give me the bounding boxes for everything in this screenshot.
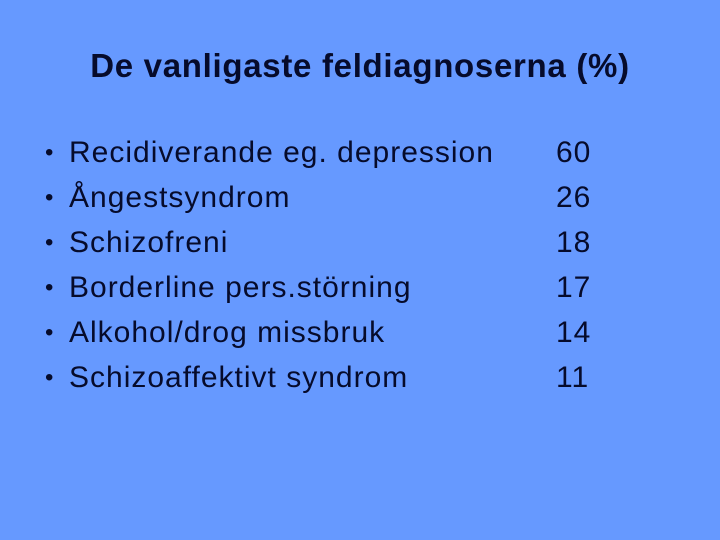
list-item: • Alkohol/drog missbruk 14 [45, 310, 720, 355]
slide-title: De vanligaste feldiagnoserna (%) [90, 47, 630, 84]
list-item: • Ångestsyndrom 26 [45, 175, 720, 220]
item-value: 11 [556, 360, 590, 394]
item-value: 18 [556, 225, 592, 259]
item-value: 26 [556, 180, 592, 214]
bullet-icon: • [45, 363, 54, 391]
item-label: Borderline pers.störning [69, 270, 412, 304]
list-item: • Schizofreni 18 [45, 220, 720, 265]
item-label: Schizofreni [69, 225, 229, 259]
bullet-list: • Recidiverande eg. depression 60 • Ånge… [45, 130, 720, 400]
bullet-icon: • [45, 228, 54, 256]
list-item: • Borderline pers.störning 17 [45, 265, 720, 310]
bullet-icon: • [45, 183, 54, 211]
bullet-icon: • [45, 318, 54, 346]
item-label: Recidiverande eg. depression [69, 135, 494, 169]
bullet-icon: • [45, 273, 54, 301]
list-item: • Recidiverande eg. depression 60 [45, 130, 720, 175]
item-value: 60 [556, 135, 592, 169]
item-label: Alkohol/drog missbruk [69, 315, 386, 349]
item-label: Schizoaffektivt syndrom [69, 360, 409, 394]
item-label: Ångestsyndrom [69, 180, 291, 214]
list-item: • Schizoaffektivt syndrom 11 [45, 355, 720, 400]
bullet-icon: • [45, 138, 54, 166]
item-value: 14 [556, 315, 592, 349]
item-value: 17 [556, 270, 592, 304]
